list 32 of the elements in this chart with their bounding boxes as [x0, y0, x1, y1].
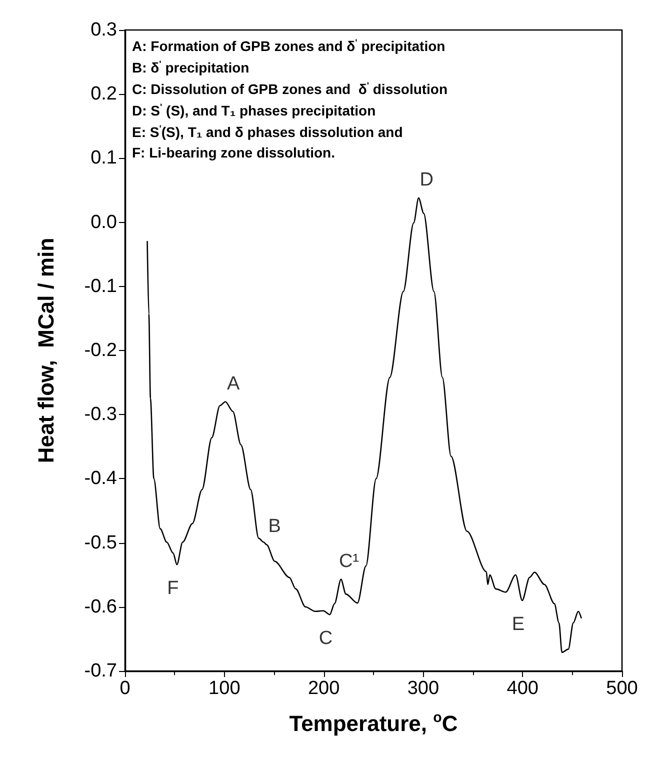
y-tick-label: -0.1 — [84, 276, 117, 297]
annotation: E: S'(S), T₁ and δ phases dissolution and — [132, 124, 403, 140]
annotation: C¹ — [338, 550, 360, 572]
y-tick-label: 0.3 — [90, 20, 117, 40]
y-tick-label: -0.2 — [84, 340, 117, 361]
annotation: F — [167, 578, 179, 600]
annotation: C — [318, 628, 333, 650]
y-tick-label: -0.4 — [84, 468, 118, 490]
annotation: A — [227, 373, 240, 394]
annotation: E — [512, 614, 525, 635]
annotation: F: Li-bearing zone dissolution. — [132, 144, 335, 160]
y-tick-label: -0.6 — [84, 596, 117, 618]
y-tick-label: 0.1 — [90, 148, 117, 169]
annotation: D: S' (S), and T₁ phases precipitation — [132, 102, 376, 118]
x-tick-label: 300 — [407, 678, 440, 699]
y-tick-label: 0.2 — [90, 84, 117, 105]
annotation: B — [268, 516, 281, 538]
line-series — [146, 197, 582, 654]
annotation: D — [420, 169, 434, 190]
x-tick-label: 100 — [208, 678, 240, 699]
x-tick-label: 200 — [308, 678, 340, 699]
annotation: B: δ' precipitation — [132, 59, 250, 76]
y-tick-label: -0.7 — [84, 660, 117, 682]
annotation: C: Dissolution of GPB zones and δ' dissolution — [132, 80, 448, 97]
y-axis-title: Heat flow, MCal / min — [34, 238, 58, 464]
y-tick-label: -0.3 — [84, 404, 117, 426]
x-tick-label: 400 — [506, 678, 538, 699]
annotation: A: Formation of GPB zones and δ' precipitation — [132, 38, 446, 54]
x-tick-label: 0 — [120, 678, 130, 699]
y-tick-label: -0.5 — [84, 532, 117, 554]
x-tick-label: 500 — [606, 678, 638, 699]
y-tick-label: 0.0 — [90, 212, 117, 233]
